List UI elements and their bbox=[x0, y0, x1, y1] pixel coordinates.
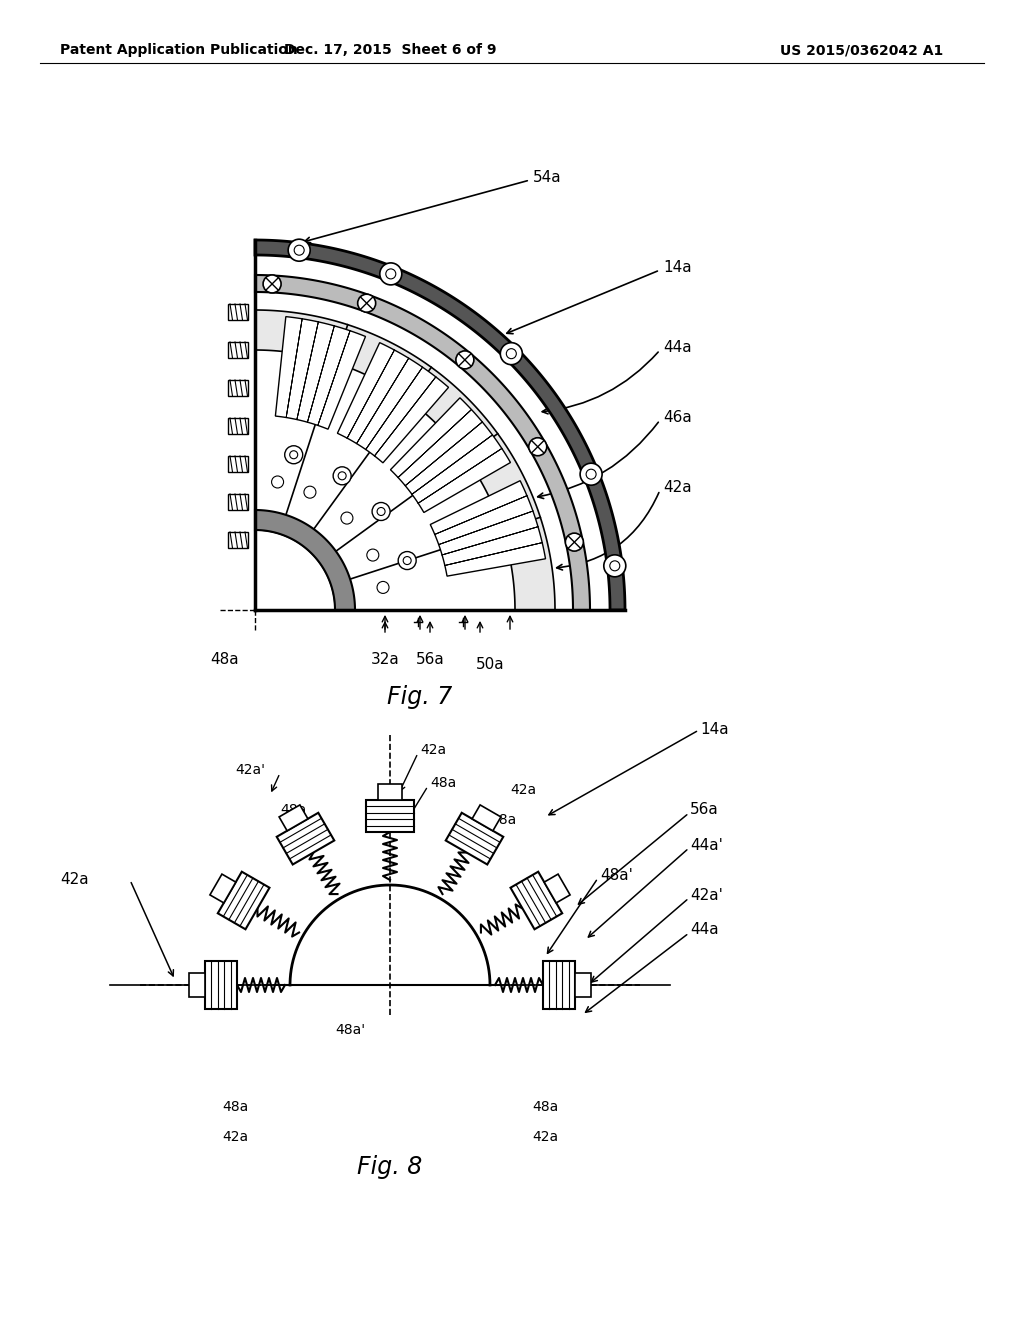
Polygon shape bbox=[378, 784, 402, 800]
Polygon shape bbox=[276, 813, 334, 865]
Circle shape bbox=[403, 557, 412, 565]
Circle shape bbox=[377, 581, 389, 594]
Circle shape bbox=[610, 561, 620, 570]
Text: Fig. 8: Fig. 8 bbox=[357, 1155, 423, 1179]
Circle shape bbox=[377, 507, 385, 516]
Bar bbox=[228, 342, 248, 358]
Text: 42a: 42a bbox=[222, 1130, 248, 1144]
Text: 56a: 56a bbox=[416, 652, 444, 667]
Polygon shape bbox=[511, 871, 562, 929]
Text: 48a: 48a bbox=[211, 652, 240, 667]
Text: 42a: 42a bbox=[531, 1130, 558, 1144]
Polygon shape bbox=[575, 973, 591, 997]
Polygon shape bbox=[430, 480, 546, 576]
Bar bbox=[228, 455, 248, 473]
Polygon shape bbox=[543, 961, 575, 1008]
Polygon shape bbox=[205, 961, 237, 1008]
Circle shape bbox=[528, 438, 547, 455]
Text: 14a: 14a bbox=[700, 722, 729, 738]
Text: 54a: 54a bbox=[534, 170, 561, 186]
Circle shape bbox=[380, 263, 401, 285]
Text: 44a: 44a bbox=[690, 923, 719, 937]
Circle shape bbox=[294, 246, 304, 255]
Circle shape bbox=[367, 549, 379, 561]
Text: 48a: 48a bbox=[430, 776, 457, 789]
Circle shape bbox=[333, 467, 351, 484]
Text: 44a': 44a' bbox=[690, 837, 723, 853]
Polygon shape bbox=[338, 343, 449, 463]
Text: 56a: 56a bbox=[690, 803, 719, 817]
Bar bbox=[228, 418, 248, 434]
Text: Patent Application Publication: Patent Application Publication bbox=[60, 44, 298, 57]
Text: 42a': 42a' bbox=[690, 887, 723, 903]
Bar bbox=[228, 380, 248, 396]
Circle shape bbox=[501, 343, 522, 364]
Text: 42a: 42a bbox=[663, 480, 691, 495]
Text: 48a: 48a bbox=[490, 813, 516, 828]
Polygon shape bbox=[255, 275, 590, 610]
Polygon shape bbox=[210, 874, 236, 903]
Text: 48a: 48a bbox=[222, 1100, 248, 1114]
Text: Dec. 17, 2015  Sheet 6 of 9: Dec. 17, 2015 Sheet 6 of 9 bbox=[284, 44, 497, 57]
Text: 32a: 32a bbox=[371, 652, 399, 667]
Text: 50a: 50a bbox=[476, 657, 504, 672]
Circle shape bbox=[581, 463, 602, 486]
Text: 48a': 48a' bbox=[600, 867, 633, 883]
Text: 48a: 48a bbox=[531, 1100, 558, 1114]
Circle shape bbox=[271, 477, 284, 488]
Circle shape bbox=[604, 554, 626, 577]
Polygon shape bbox=[275, 317, 366, 429]
Bar bbox=[228, 532, 248, 548]
Circle shape bbox=[586, 469, 596, 479]
Circle shape bbox=[341, 512, 353, 524]
Circle shape bbox=[263, 275, 281, 293]
Polygon shape bbox=[189, 973, 205, 997]
Text: 42a': 42a' bbox=[234, 763, 265, 777]
Polygon shape bbox=[218, 871, 269, 929]
Text: 14a: 14a bbox=[663, 260, 691, 276]
Circle shape bbox=[357, 294, 376, 313]
Text: 46a: 46a bbox=[663, 411, 692, 425]
Polygon shape bbox=[255, 240, 625, 610]
Polygon shape bbox=[445, 813, 503, 865]
Circle shape bbox=[398, 552, 416, 569]
Polygon shape bbox=[366, 800, 414, 832]
Text: 44a: 44a bbox=[663, 341, 691, 355]
Polygon shape bbox=[472, 805, 501, 830]
Polygon shape bbox=[255, 510, 355, 610]
Circle shape bbox=[456, 351, 474, 368]
Bar bbox=[228, 304, 248, 319]
Polygon shape bbox=[255, 531, 335, 610]
Text: 42a: 42a bbox=[510, 783, 537, 797]
Circle shape bbox=[386, 269, 396, 279]
Polygon shape bbox=[280, 805, 308, 830]
Circle shape bbox=[288, 239, 310, 261]
Text: 42a: 42a bbox=[60, 873, 89, 887]
Circle shape bbox=[285, 446, 303, 463]
Text: US 2015/0362042 A1: US 2015/0362042 A1 bbox=[780, 44, 943, 57]
Polygon shape bbox=[390, 397, 511, 512]
Polygon shape bbox=[255, 310, 555, 610]
Polygon shape bbox=[544, 874, 570, 903]
Circle shape bbox=[506, 348, 516, 359]
Circle shape bbox=[290, 450, 298, 459]
Circle shape bbox=[304, 486, 316, 498]
Text: Fig. 7: Fig. 7 bbox=[387, 685, 453, 709]
Text: 48a: 48a bbox=[280, 803, 306, 817]
Circle shape bbox=[372, 503, 390, 520]
Text: 42a: 42a bbox=[420, 743, 446, 756]
Bar bbox=[228, 494, 248, 510]
Circle shape bbox=[565, 533, 584, 552]
Circle shape bbox=[338, 471, 346, 479]
Text: 48a': 48a' bbox=[335, 1023, 366, 1038]
